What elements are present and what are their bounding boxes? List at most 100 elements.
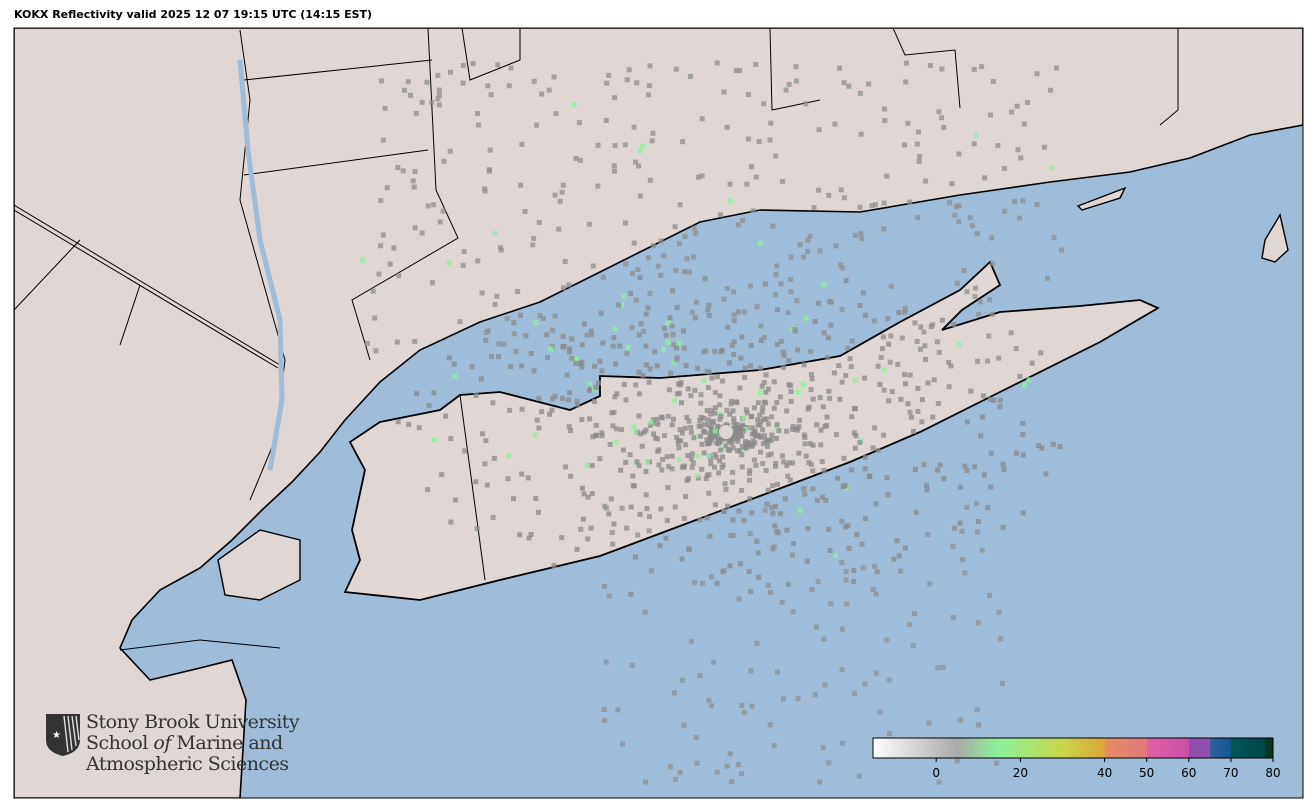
echo-pixel — [948, 363, 954, 369]
echo-pixel — [547, 411, 553, 417]
echo-pixel — [1039, 445, 1045, 451]
echo-pixel — [608, 496, 614, 502]
echo-pixel — [730, 517, 736, 523]
echo-pixel — [989, 235, 995, 241]
echo-pixel — [1021, 382, 1027, 388]
echo-pixel — [536, 219, 542, 225]
echo-pixel — [828, 299, 834, 305]
echo-pixel — [702, 276, 708, 282]
echo-pixel — [895, 361, 901, 367]
echo-pixel — [488, 92, 494, 98]
echo-pixel — [1000, 461, 1006, 467]
echo-pixel — [703, 348, 709, 354]
echo-pixel — [734, 421, 740, 427]
echo-pixel — [907, 409, 913, 415]
echo-pixel — [698, 392, 704, 398]
echo-pixel — [986, 333, 992, 339]
echo-pixel — [496, 354, 502, 360]
echo-pixel — [717, 424, 723, 430]
echo-pixel — [713, 454, 719, 460]
echo-pixel — [674, 345, 680, 351]
echo-pixel — [843, 577, 849, 583]
echo-pixel — [750, 208, 756, 214]
echo-pixel — [580, 516, 586, 522]
echo-pixel — [846, 545, 852, 551]
echo-pixel — [967, 215, 973, 221]
echo-pixel — [714, 423, 720, 429]
echo-pixel — [744, 181, 750, 187]
echo-pixel — [846, 83, 852, 89]
echo-pixel — [507, 407, 513, 413]
echo-pixel — [729, 440, 735, 446]
echo-pixel — [902, 371, 908, 377]
echo-pixel — [625, 345, 631, 351]
echo-pixel — [768, 437, 774, 443]
echo-pixel — [915, 129, 921, 135]
echo-pixel — [793, 64, 799, 70]
echo-pixel — [743, 426, 749, 432]
echo-pixel — [988, 396, 994, 402]
echo-pixel — [925, 532, 931, 538]
echo-pixel — [567, 390, 573, 396]
echo-pixel — [726, 447, 732, 453]
echo-pixel — [809, 376, 815, 382]
echo-pixel — [780, 349, 786, 355]
echo-pixel — [533, 495, 539, 501]
echo-pixel — [760, 461, 766, 467]
echo-pixel — [492, 301, 498, 307]
echo-pixel — [926, 720, 932, 726]
echo-pixel — [843, 373, 849, 379]
echo-pixel — [820, 404, 826, 410]
echo-pixel — [959, 528, 965, 534]
echo-pixel — [727, 411, 733, 417]
echo-pixel — [628, 290, 634, 296]
echo-pixel — [999, 680, 1005, 686]
echo-pixel — [483, 330, 489, 336]
echo-pixel — [784, 428, 790, 434]
echo-pixel — [522, 209, 528, 215]
echo-pixel — [974, 231, 980, 237]
echo-pixel — [997, 397, 1003, 403]
echo-pixel — [579, 359, 585, 365]
echo-pixel — [889, 389, 895, 395]
echo-pixel — [779, 599, 785, 605]
echo-pixel — [849, 414, 855, 420]
echo-pixel — [411, 184, 417, 190]
echo-pixel — [435, 96, 441, 102]
echo-pixel — [610, 541, 616, 547]
echo-pixel — [595, 183, 601, 189]
echo-pixel — [591, 398, 597, 404]
echo-pixel — [768, 589, 774, 595]
echo-pixel — [419, 99, 425, 105]
echo-pixel — [979, 64, 985, 70]
echo-pixel — [419, 230, 425, 236]
echo-pixel — [706, 313, 712, 319]
sbu-somas-logo: ★ Stony Brook University School of Marin… — [44, 712, 300, 775]
echo-pixel — [666, 387, 672, 393]
echo-pixel — [457, 319, 463, 325]
echo-pixel — [738, 433, 744, 439]
echo-pixel — [749, 510, 755, 516]
echo-pixel — [666, 464, 672, 470]
echo-pixel — [682, 233, 688, 239]
echo-pixel — [744, 444, 750, 450]
echo-pixel — [437, 219, 443, 225]
echo-pixel — [795, 347, 801, 353]
echo-pixel — [927, 581, 933, 587]
echo-pixel — [956, 151, 962, 157]
echo-pixel — [560, 182, 566, 188]
echo-pixel — [761, 380, 767, 386]
echo-pixel — [689, 451, 695, 457]
echo-pixel — [731, 339, 737, 345]
echo-pixel — [843, 569, 849, 575]
echo-pixel — [612, 95, 618, 101]
echo-pixel — [1016, 215, 1022, 221]
echo-pixel — [807, 441, 813, 447]
echo-pixel — [693, 230, 699, 236]
echo-pixel — [426, 403, 432, 409]
echo-pixel — [788, 389, 794, 395]
echo-pixel — [921, 462, 927, 468]
echo-pixel — [826, 760, 832, 766]
echo-pixel — [486, 167, 492, 173]
echo-pixel — [812, 692, 818, 698]
